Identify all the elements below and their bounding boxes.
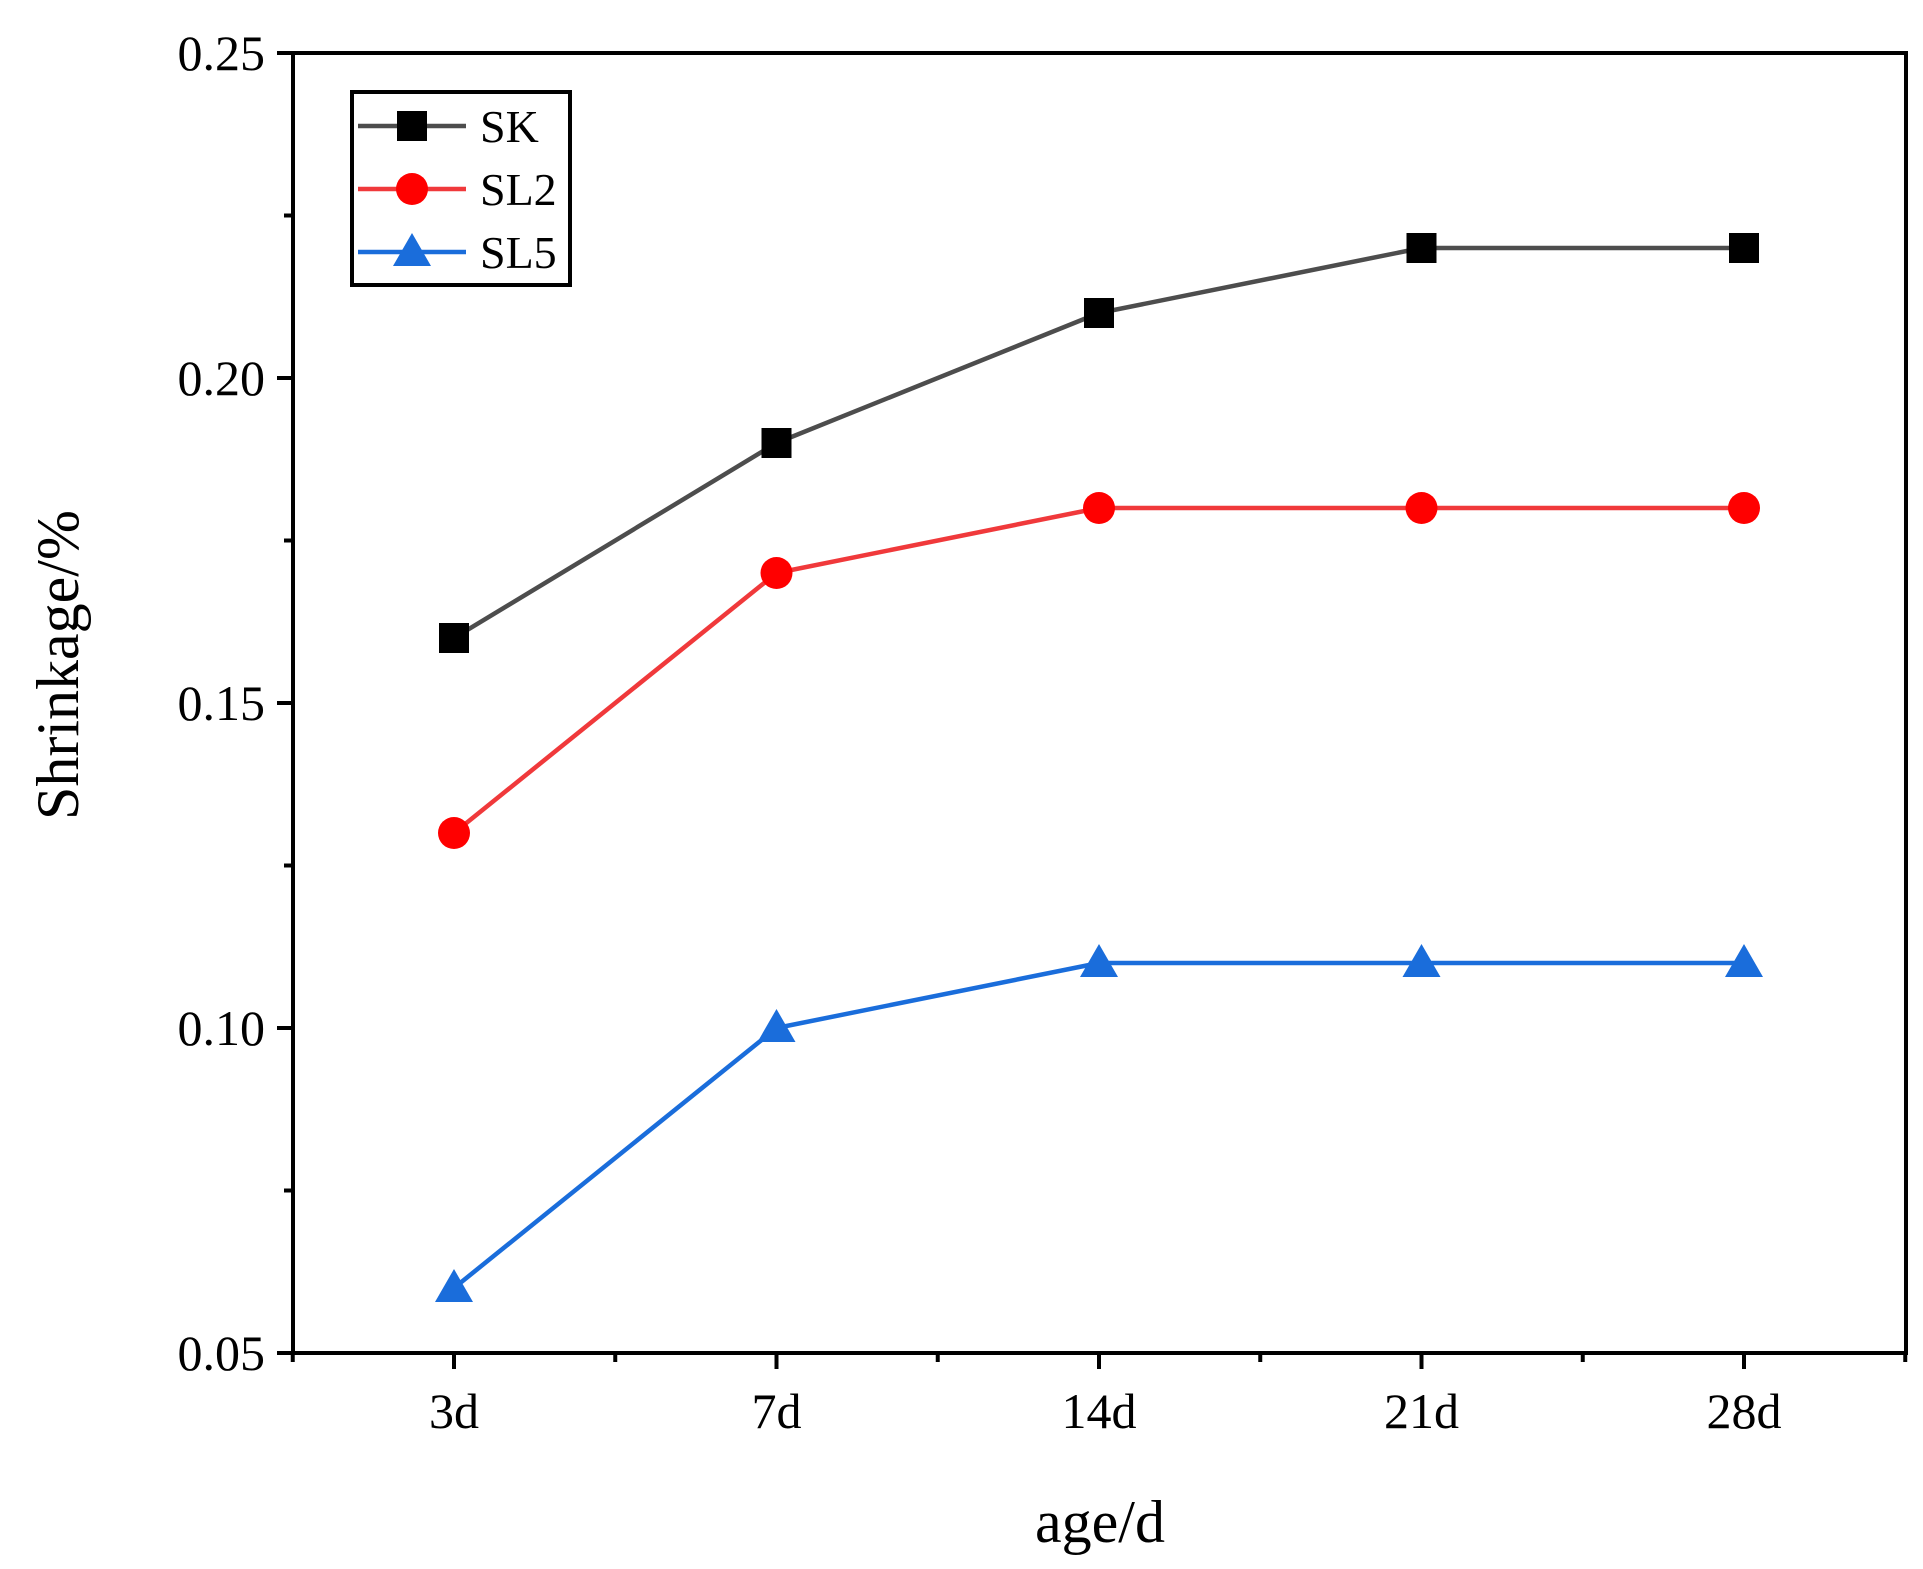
x-tick-label: 7d xyxy=(752,1383,802,1439)
series-line-sl2 xyxy=(452,505,1744,835)
y-tick-label: 0.20 xyxy=(178,350,266,406)
data-point-sk xyxy=(1084,298,1114,328)
x-tick-label: 28d xyxy=(1707,1383,1782,1439)
data-point-sl2 xyxy=(1083,492,1115,524)
y-tick-label: 0.15 xyxy=(178,675,266,731)
y-tick-label: 0.25 xyxy=(178,25,266,81)
data-point-sl5 xyxy=(1725,944,1763,977)
data-point-sl5 xyxy=(1402,944,1441,977)
data-point-sk xyxy=(1406,233,1437,263)
data-point-sk xyxy=(761,428,792,458)
data-point-sl2 xyxy=(760,557,793,589)
data-point-sl2 xyxy=(438,817,470,849)
y-axis-title: Shrinkage/% xyxy=(25,510,91,820)
legend-marker-sl2 xyxy=(396,173,428,205)
data-point-sl2 xyxy=(1728,492,1760,524)
legend: SK SL2 SL5 xyxy=(350,90,572,287)
data-point-sl5 xyxy=(757,1009,796,1042)
y-tick-label: 0.05 xyxy=(178,1325,266,1381)
data-point-sk xyxy=(1729,233,1759,263)
legend-marker-sl5 xyxy=(393,233,431,266)
x-tick-label: 14d xyxy=(1062,1383,1137,1439)
data-point-sl5 xyxy=(435,1269,473,1302)
x-axis-title: age/d xyxy=(1035,1489,1165,1555)
data-point-sl2 xyxy=(1405,492,1438,524)
series-line-sl5 xyxy=(452,960,1744,1290)
x-tick-label: 21d xyxy=(1384,1383,1459,1439)
series-markers xyxy=(435,233,1763,1302)
legend-label-sk: SK xyxy=(480,101,539,152)
y-tick-label: 0.10 xyxy=(178,1000,266,1056)
axes: 0.05 0.10 0.15 0.20 0.25 3d 7d 14d 21d 28d xyxy=(178,25,1908,1439)
x-tick-label: 3d xyxy=(429,1383,479,1439)
legend-marker-sk xyxy=(397,111,427,141)
legend-label-sl5: SL5 xyxy=(480,227,557,278)
series-lines xyxy=(452,245,1744,1290)
data-point-sl5 xyxy=(1080,944,1118,977)
data-point-sk xyxy=(439,623,469,653)
legend-label-sl2: SL2 xyxy=(480,164,557,215)
